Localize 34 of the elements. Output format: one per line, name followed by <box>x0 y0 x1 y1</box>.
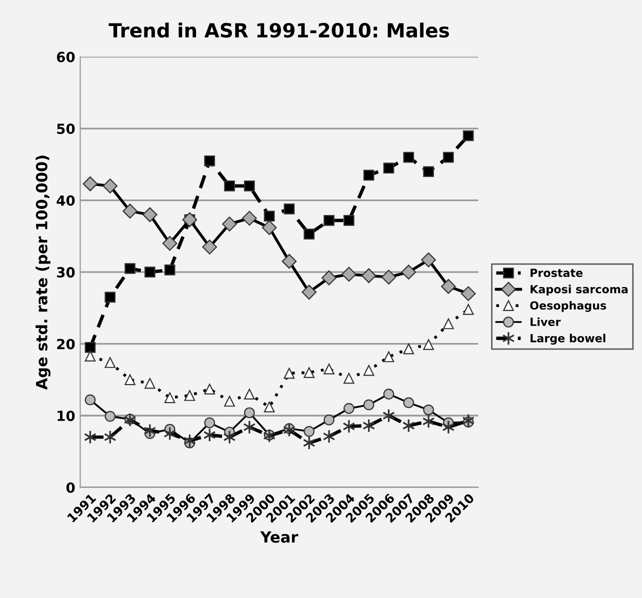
point <box>144 266 156 278</box>
point <box>423 166 434 178</box>
point <box>403 152 414 163</box>
point <box>84 342 96 353</box>
point <box>363 170 374 181</box>
point <box>124 263 136 274</box>
point <box>344 215 354 226</box>
point <box>244 180 255 192</box>
legend-label: Large bowel <box>530 334 606 345</box>
point <box>204 155 216 166</box>
point <box>264 210 275 222</box>
legend-label: Kaposi sarcoma <box>530 284 628 296</box>
legend-label: Prostate <box>530 268 583 278</box>
point <box>104 292 116 303</box>
y-tick-label: 0 <box>66 482 75 493</box>
y-tick-label: 30 <box>56 267 75 278</box>
point <box>304 228 315 240</box>
point <box>462 130 474 142</box>
y-axis-title: Age std. rate (per 100,000) <box>36 156 51 390</box>
point <box>164 264 176 276</box>
y-tick-label: 50 <box>57 124 75 134</box>
chart-title: Trend in ASR 1991-2010: Males <box>108 22 449 38</box>
x-axis-title: Year <box>260 531 298 543</box>
y-tick-label: 60 <box>56 52 75 62</box>
point <box>284 204 295 214</box>
legend-label: Oesophagus <box>530 301 606 312</box>
legend-label: Liver <box>530 317 561 326</box>
y-tick-label: 20 <box>57 338 75 350</box>
point <box>443 152 454 163</box>
point <box>383 162 394 174</box>
point <box>224 180 235 192</box>
y-tick-label: 10 <box>58 410 75 422</box>
point <box>324 215 334 226</box>
y-tick-label: 40 <box>56 195 75 206</box>
